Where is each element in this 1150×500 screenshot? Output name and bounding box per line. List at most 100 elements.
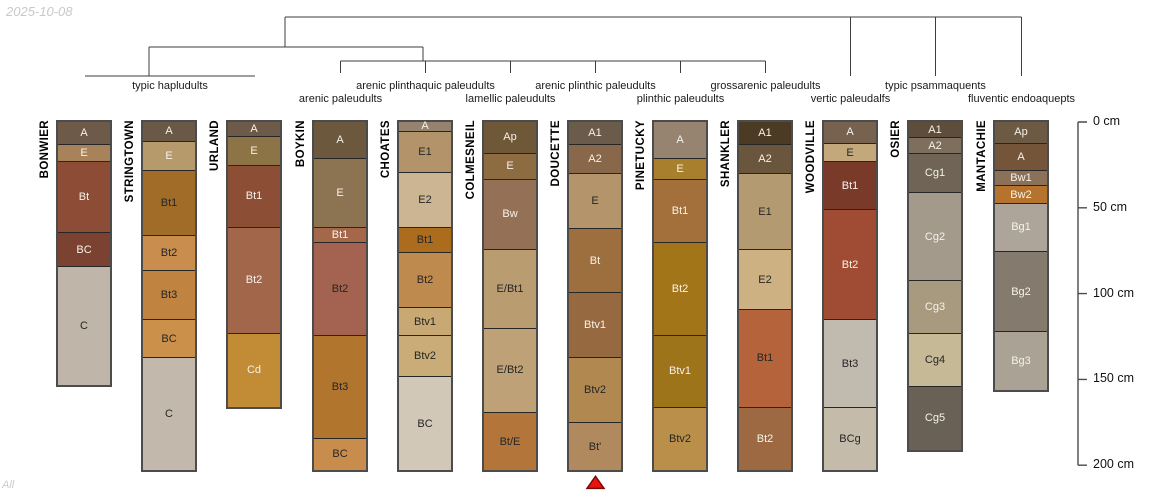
soil-column-pinetucky: A E Bt1 Bt2 Btv1 Btv2: [652, 120, 708, 473]
horizon-block: Btv1: [399, 307, 451, 335]
horizon-label: Bt2: [756, 433, 774, 446]
horizon-block: E1: [739, 173, 791, 249]
horizon-block: BC: [399, 375, 451, 471]
series-name-boykin: BOYKIN: [295, 120, 307, 168]
horizon-label: Bt3: [331, 380, 349, 393]
horizon-block: A: [824, 122, 876, 143]
horizon-label: A: [676, 134, 684, 146]
series-name-shankler: SHANKLER: [720, 120, 732, 188]
horizon-label: Bt2: [160, 246, 178, 259]
horizon-block: Bt: [569, 228, 621, 292]
horizon-label: Bt1: [841, 179, 859, 192]
horizon-block: A: [143, 122, 195, 141]
horizon-label: Bt2: [245, 274, 263, 287]
horizon-label: Bt1: [245, 190, 263, 203]
horizon-label: Bw1: [1010, 172, 1032, 185]
horizon-label: E: [676, 162, 684, 175]
horizon-block: E1: [399, 130, 451, 172]
horizon-block: E: [228, 135, 280, 165]
horizon-label: A: [165, 125, 173, 138]
horizon-label: A: [421, 120, 429, 133]
horizon-block: E: [484, 152, 536, 179]
horizon-block: Bg1: [995, 202, 1047, 251]
horizon-block: Bt': [569, 422, 621, 471]
soil-column-woodville: A E Bt1 Bt2 Bt3 BCg: [822, 120, 878, 473]
taxon-label: arenic plinthic paleudults: [535, 80, 656, 92]
horizon-label: Bt2: [671, 282, 689, 295]
horizon-block: E: [654, 158, 706, 179]
horizon-block: BC: [314, 437, 366, 471]
taxon-label: vertic paleudalfs: [810, 93, 891, 105]
horizon-label: Bt': [588, 440, 602, 453]
horizon-block: Bt2: [739, 406, 791, 471]
horizon-label: Cd: [246, 364, 262, 377]
soil-column-bonwier: A E Bt BC C: [56, 120, 112, 387]
horizon-block: Btv2: [569, 357, 621, 423]
horizon-label: E/Bt1: [496, 282, 524, 295]
horizon-label: E2: [418, 193, 432, 206]
horizon-label: C: [165, 408, 173, 421]
horizon-block: Bt1: [739, 309, 791, 407]
taxon-label: arenic paleudults: [298, 93, 383, 105]
horizon-block: Bt2: [399, 252, 451, 308]
horizon-label: E/Bt2: [496, 364, 524, 377]
horizon-block: A: [995, 142, 1047, 171]
horizon-label: A2: [928, 139, 942, 152]
soil-column-stringtown: A E Bt1 Bt2 Bt3 BC C: [141, 120, 197, 473]
horizon-block: A2: [739, 144, 791, 174]
horizon-label: Btv1: [413, 315, 436, 328]
horizon-block: E: [569, 173, 621, 229]
horizon-block: E/Bt2: [484, 327, 536, 412]
horizon-label: C: [80, 319, 88, 332]
horizon-block: Ap: [484, 122, 536, 153]
horizon-label: Bg3: [1011, 355, 1031, 367]
horizon-block: E2: [739, 248, 791, 310]
horizon-label: BC: [417, 417, 433, 430]
horizon-label: A: [336, 134, 344, 146]
horizon-block: Bt2: [654, 242, 706, 335]
horizon-label: Bt/E: [499, 435, 521, 448]
series-name-osier: OSIER: [890, 120, 902, 158]
horizon-label: Bw2: [1010, 188, 1032, 201]
horizon-label: Cg1: [924, 167, 946, 180]
horizon-label: A2: [588, 153, 602, 166]
taxon-label: arenic plinthaquic paleudults: [356, 80, 495, 92]
horizon-label: E: [336, 186, 344, 199]
soil-column-colmesneil: Ap E Bw E/Bt1 E/Bt2 Bt/E: [482, 120, 538, 473]
horizon-block: A2: [569, 144, 621, 174]
series-name-pinetucky: PINETUCKY: [635, 120, 647, 191]
horizon-block: A: [654, 122, 706, 158]
series-name-woodville: WOODVILLE: [805, 120, 817, 194]
horizon-block: Bt1: [654, 178, 706, 243]
horizon-label: Cg4: [924, 354, 946, 367]
horizon-label: Btv2: [583, 384, 606, 397]
horizon-label: E: [846, 146, 854, 159]
horizon-block: A: [58, 122, 110, 145]
horizon-label: Bt: [589, 254, 601, 267]
horizon-block: Cg5: [909, 386, 961, 450]
horizon-block: Bt3: [824, 319, 876, 407]
horizon-label: Cg3: [924, 300, 946, 313]
soil-column-osier: A1 A2 Cg1 Cg2 Cg3 Cg4 Cg5: [907, 120, 963, 452]
horizon-block: A: [228, 122, 280, 136]
horizon-label: Bt1: [160, 197, 178, 210]
dendrogram-lines: [85, 16, 1022, 77]
horizon-label: A2: [758, 153, 772, 166]
horizon-label: A1: [588, 127, 602, 140]
depth-tick-label: 100 cm: [1093, 285, 1134, 300]
horizon-block: Btv1: [654, 334, 706, 407]
horizon-block: Bw2: [995, 185, 1047, 203]
horizon-label: Btv1: [583, 318, 606, 331]
series-name-urland: URLAND: [209, 120, 221, 171]
horizon-block: Bt1: [143, 170, 195, 236]
horizon-block: C: [143, 357, 195, 471]
horizon-block: E: [824, 142, 876, 162]
horizon-label: BC: [76, 243, 92, 256]
horizon-block: Bt3: [143, 269, 195, 320]
horizon-block: E: [143, 140, 195, 171]
horizon-block: Ap: [995, 122, 1047, 143]
horizon-block: Bt/E: [484, 411, 536, 471]
depth-tick-label: 50 cm: [1093, 199, 1128, 214]
soil-column-doucette: A1 A2 E Bt Btv1 Btv2 Bt': [567, 120, 623, 473]
horizon-label: Bt1: [756, 352, 774, 365]
